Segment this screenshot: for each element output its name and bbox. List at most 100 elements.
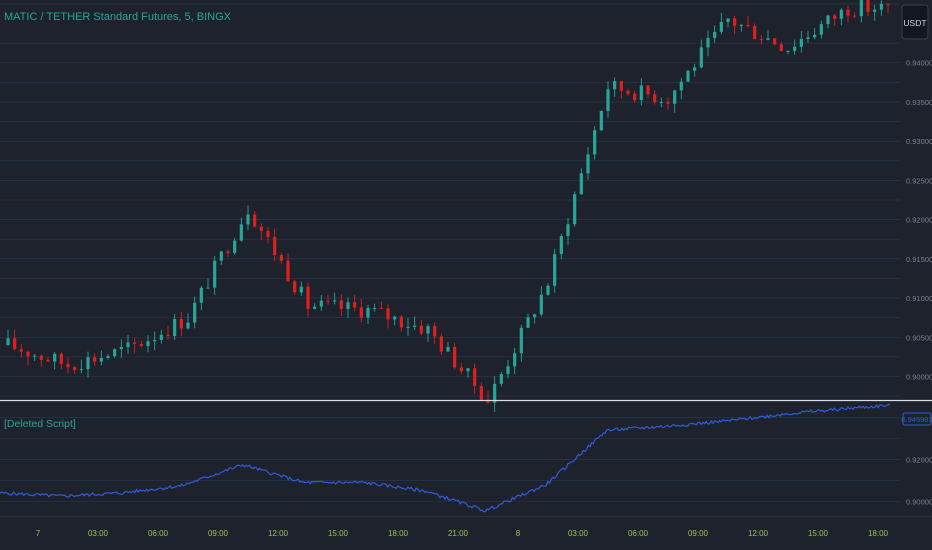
candle-body[interactable] bbox=[26, 351, 30, 357]
candle-body[interactable] bbox=[373, 307, 377, 309]
candle-body[interactable] bbox=[333, 300, 337, 302]
candle-body[interactable] bbox=[253, 214, 257, 227]
candle-body[interactable] bbox=[613, 81, 617, 90]
candle-body[interactable] bbox=[133, 342, 137, 344]
candle-body[interactable] bbox=[186, 322, 190, 329]
candle-body[interactable] bbox=[706, 37, 710, 48]
candle-body[interactable] bbox=[433, 326, 437, 337]
candle-body[interactable] bbox=[566, 224, 570, 237]
indicator-series[interactable] bbox=[0, 403, 891, 513]
candle-body[interactable] bbox=[586, 154, 590, 174]
candle-body[interactable] bbox=[506, 366, 510, 375]
candle-body[interactable] bbox=[419, 325, 423, 334]
candle-body[interactable] bbox=[226, 251, 230, 254]
candle-body[interactable] bbox=[53, 353, 57, 362]
candle-body[interactable] bbox=[699, 47, 703, 68]
candle-body[interactable] bbox=[166, 334, 170, 337]
candle-body[interactable] bbox=[66, 363, 70, 368]
candle-body[interactable] bbox=[573, 194, 577, 225]
candle-body[interactable] bbox=[633, 93, 637, 101]
candle-body[interactable] bbox=[319, 300, 323, 307]
candle-body[interactable] bbox=[813, 34, 817, 38]
candle-body[interactable] bbox=[299, 286, 303, 293]
candle-body[interactable] bbox=[19, 349, 23, 352]
candle-body[interactable] bbox=[726, 18, 730, 23]
candle-body[interactable] bbox=[119, 347, 123, 350]
candle-body[interactable] bbox=[546, 285, 550, 295]
candle-body[interactable] bbox=[353, 302, 357, 308]
candle-body[interactable] bbox=[846, 9, 850, 16]
candle-body[interactable] bbox=[146, 341, 150, 346]
candle-body[interactable] bbox=[593, 130, 597, 155]
candle-body[interactable] bbox=[599, 110, 603, 131]
candle-body[interactable] bbox=[446, 347, 450, 352]
candle-body[interactable] bbox=[459, 367, 463, 372]
candle-body[interactable] bbox=[539, 294, 543, 315]
candle-body[interactable] bbox=[306, 286, 310, 309]
candle-body[interactable] bbox=[826, 15, 830, 25]
candle-body[interactable] bbox=[713, 31, 717, 38]
candle-body[interactable] bbox=[486, 399, 490, 403]
candle-body[interactable] bbox=[279, 255, 283, 261]
candle-body[interactable] bbox=[413, 325, 417, 327]
candle-body[interactable] bbox=[266, 230, 270, 237]
candle-body[interactable] bbox=[466, 368, 470, 372]
candle-body[interactable] bbox=[199, 287, 203, 303]
candle-body[interactable] bbox=[499, 374, 503, 384]
candle-body[interactable] bbox=[606, 89, 610, 111]
candle-body[interactable] bbox=[13, 338, 17, 350]
candle-body[interactable] bbox=[59, 353, 63, 364]
candle-body[interactable] bbox=[866, 0, 870, 12]
candle-body[interactable] bbox=[479, 385, 483, 400]
candle-body[interactable] bbox=[39, 355, 43, 360]
candle-body[interactable] bbox=[513, 353, 517, 367]
candle-body[interactable] bbox=[879, 3, 883, 10]
candle-body[interactable] bbox=[819, 24, 823, 35]
candle-body[interactable] bbox=[579, 173, 583, 195]
candle-body[interactable] bbox=[293, 281, 297, 293]
candle-body[interactable] bbox=[779, 44, 783, 51]
candle-body[interactable] bbox=[6, 338, 10, 346]
candle-body[interactable] bbox=[766, 38, 770, 40]
candle-body[interactable] bbox=[559, 236, 563, 255]
candle-body[interactable] bbox=[93, 357, 97, 362]
candle-body[interactable] bbox=[399, 316, 403, 328]
indicator-label[interactable]: [Deleted Script] bbox=[4, 418, 76, 430]
candle-body[interactable] bbox=[73, 367, 77, 371]
currency-badge[interactable]: USDT bbox=[901, 4, 929, 40]
candle-body[interactable] bbox=[806, 37, 810, 39]
candle-body[interactable] bbox=[733, 18, 737, 26]
candle-body[interactable] bbox=[739, 24, 743, 26]
candle-body[interactable] bbox=[326, 300, 330, 302]
candle-body[interactable] bbox=[346, 302, 350, 309]
candle-body[interactable] bbox=[313, 306, 317, 309]
candle-body[interactable] bbox=[799, 38, 803, 47]
candle-body[interactable] bbox=[46, 359, 50, 362]
currency-badge-box[interactable] bbox=[901, 4, 929, 40]
candle-body[interactable] bbox=[206, 287, 210, 289]
candle-body[interactable] bbox=[219, 251, 223, 261]
candle-body[interactable] bbox=[493, 383, 497, 403]
candle-body[interactable] bbox=[773, 38, 777, 45]
candle-body[interactable] bbox=[519, 327, 523, 354]
candle-body[interactable] bbox=[173, 319, 177, 337]
candle-body[interactable] bbox=[659, 102, 663, 104]
candle-body[interactable] bbox=[639, 85, 643, 101]
candle-body[interactable] bbox=[406, 326, 410, 328]
candle-body[interactable] bbox=[533, 314, 537, 318]
candle-body[interactable] bbox=[366, 308, 370, 318]
candle-body[interactable] bbox=[179, 319, 183, 329]
symbol-title[interactable]: MATIC / TETHER Standard Futures, 5, BING… bbox=[4, 11, 232, 23]
candle-body[interactable] bbox=[759, 39, 763, 41]
candle-body[interactable] bbox=[786, 50, 790, 52]
candle-body[interactable] bbox=[686, 70, 690, 82]
candle-body[interactable] bbox=[153, 339, 157, 342]
candle-body[interactable] bbox=[833, 15, 837, 19]
candle-body[interactable] bbox=[673, 90, 677, 104]
candle-body[interactable] bbox=[553, 254, 557, 286]
candle-body[interactable] bbox=[853, 15, 857, 17]
candle-body[interactable] bbox=[106, 356, 110, 358]
